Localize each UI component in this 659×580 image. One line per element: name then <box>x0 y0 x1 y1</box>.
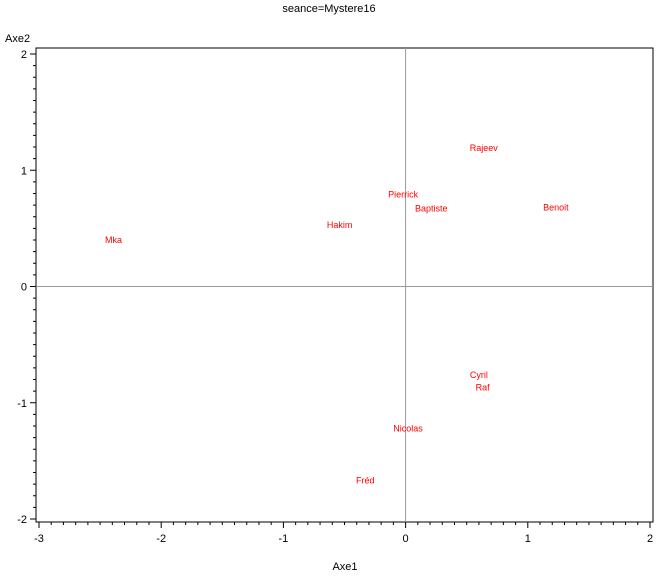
y-tick-label: -2 <box>17 514 27 526</box>
point-label: Fréd <box>356 476 375 486</box>
point-label: Mka <box>105 235 122 245</box>
y-tick-label: 1 <box>21 165 27 177</box>
point-label: Benoit <box>543 202 569 212</box>
point-label: Nicolas <box>393 423 423 433</box>
point-label: Cyril <box>470 370 488 380</box>
point-label: Baptiste <box>415 204 448 214</box>
y-tick-label: -1 <box>17 398 27 410</box>
x-tick-label: 0 <box>403 533 409 545</box>
x-tick-label: -3 <box>34 533 44 545</box>
plot-frame <box>35 47 654 523</box>
y-tick-label: 0 <box>21 282 27 294</box>
point-label: Pierrick <box>388 190 419 200</box>
x-tick-label: -2 <box>156 533 166 545</box>
point-label: Rajeev <box>470 143 499 153</box>
point-label: Raf <box>476 383 491 393</box>
x-axis: -3 -2 -1 0 1 2 <box>34 522 653 545</box>
y-axis: -2 -1 0 1 2 <box>17 49 36 526</box>
x-axis-label: Axe1 <box>332 561 357 573</box>
reference-lines <box>36 48 653 522</box>
x-tick-label: -1 <box>279 533 289 545</box>
x-tick-label: 1 <box>525 533 531 545</box>
y-tick-label: 2 <box>21 49 27 61</box>
point-labels: Rajeev Pierrick Baptiste Benoit Hakim Mka Cyri… <box>105 143 569 485</box>
x-tick-label: 2 <box>647 533 653 545</box>
y-axis-label: Axe2 <box>5 33 30 45</box>
chart-title: seance=Mystere16 <box>282 3 375 15</box>
point-label: Hakim <box>327 220 353 230</box>
